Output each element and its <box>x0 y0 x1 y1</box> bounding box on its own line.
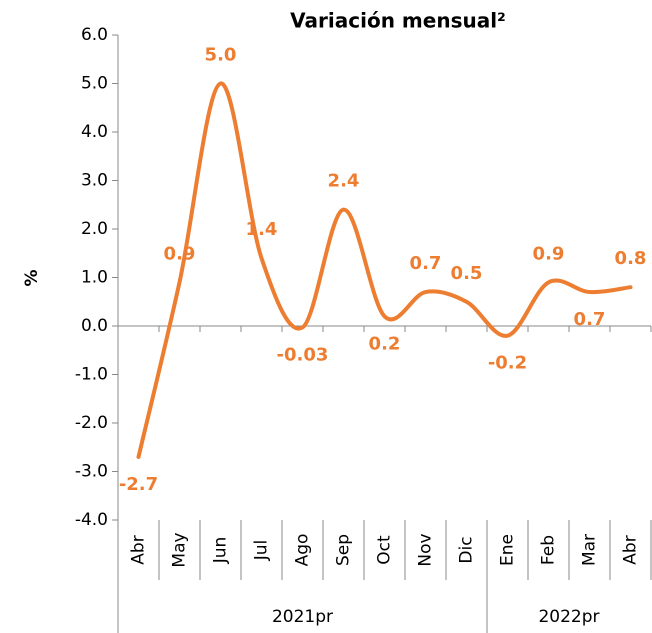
data-label: 1.4 <box>246 219 278 240</box>
x-tick-label: Abr <box>129 535 149 564</box>
x-tick-label: Ago <box>293 534 313 567</box>
group-label: 2021pr <box>272 607 333 627</box>
y-tick-label: 2.0 <box>81 219 108 239</box>
y-tick-label: 3.0 <box>81 171 108 191</box>
x-tick-label: Oct <box>375 535 395 565</box>
x-tick-label: Jun <box>211 537 231 565</box>
y-tick-label: -3.0 <box>75 462 108 482</box>
data-label: -2.7 <box>119 474 158 495</box>
y-tick-label: 4.0 <box>81 122 108 142</box>
x-tick-label: Nov <box>416 533 436 566</box>
data-line <box>136 81 633 459</box>
data-label: 0.7 <box>574 309 606 330</box>
x-tick-label: Jul <box>252 540 272 562</box>
y-tick-label: -1.0 <box>75 365 108 385</box>
x-tick-label: Dic <box>457 536 477 563</box>
y-tick-label: 6.0 <box>81 25 108 45</box>
x-tick-label: Sep <box>334 534 354 566</box>
y-tick-label: 5.0 <box>81 74 108 94</box>
data-label: 0.8 <box>615 248 647 269</box>
y-tick-label: -4.0 <box>75 510 108 530</box>
y-tick-label: 0.0 <box>81 316 108 336</box>
y-axis-label: % <box>22 269 42 286</box>
data-label: 0.9 <box>164 243 196 264</box>
x-tick-label: May <box>170 532 190 567</box>
data-label: 5.0 <box>205 45 237 66</box>
data-label: -0.2 <box>488 353 527 374</box>
x-tick-label: Ene <box>498 534 518 566</box>
data-label: -0.03 <box>277 344 329 365</box>
group-label: 2022pr <box>538 607 599 627</box>
data-label: 0.9 <box>533 243 565 264</box>
y-tick-label: -2.0 <box>75 413 108 433</box>
x-tick-label: Feb <box>539 535 559 565</box>
chart-title: Variación mensual² <box>290 9 506 33</box>
x-tick-label: Mar <box>580 534 600 566</box>
data-label: 2.4 <box>328 171 360 192</box>
data-label: 0.2 <box>369 333 401 354</box>
x-tick-label: Abr <box>621 535 641 564</box>
data-label: 0.7 <box>410 253 442 274</box>
data-label: 0.5 <box>451 263 483 284</box>
y-tick-label: 1.0 <box>81 268 108 288</box>
